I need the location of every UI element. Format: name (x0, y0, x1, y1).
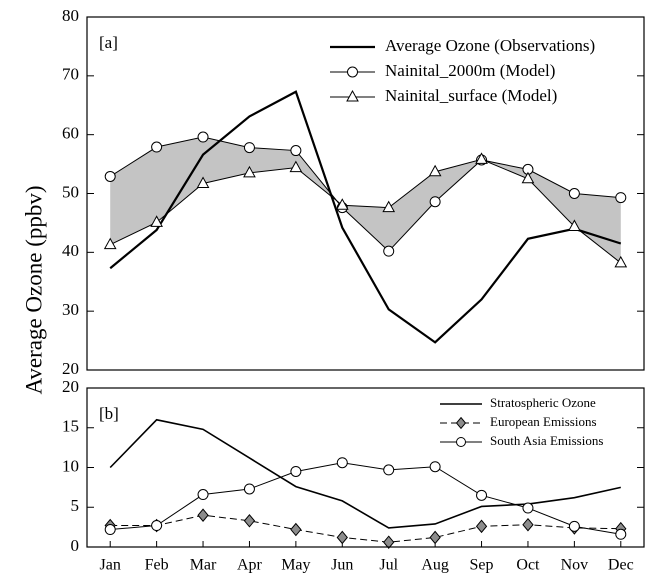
marker (196, 176, 210, 188)
marker (522, 517, 534, 532)
y-tick-label: 30 (62, 300, 79, 319)
y-tick-label: 70 (62, 65, 79, 84)
legend-label: Average Ozone (Observations) (385, 36, 595, 55)
marker (104, 170, 116, 182)
legend-label: European Emissions (490, 414, 597, 429)
y-tick-label: 20 (62, 359, 79, 378)
marker (568, 219, 581, 231)
marker (151, 520, 163, 532)
legend-label: South Asia Emissions (490, 433, 603, 448)
marker (243, 165, 256, 178)
y-tick-label: 20 (62, 377, 79, 396)
marker (197, 131, 209, 143)
y-axis-label: Average Ozone (ppbv) (21, 185, 46, 394)
marker (197, 508, 209, 522)
legend-label: Nainital_2000m (Model) (385, 61, 555, 80)
y-tick-label: 40 (62, 241, 79, 260)
plot-frame (86, 387, 645, 548)
marker (476, 489, 488, 501)
marker (243, 483, 255, 495)
marker (382, 200, 396, 213)
marker (150, 215, 163, 227)
y-tick-label: 80 (62, 6, 79, 25)
plot-frame (86, 16, 645, 371)
marker (615, 192, 627, 204)
x-tick-label: Aug (421, 557, 449, 574)
x-tick-label: Feb (145, 557, 169, 574)
marker (614, 255, 628, 268)
x-tick-label: Apr (237, 557, 263, 574)
marker (103, 237, 117, 250)
series-line (109, 158, 622, 264)
x-tick-label: Dec (608, 557, 634, 574)
y-tick-label: 60 (62, 124, 79, 143)
marker (475, 152, 488, 164)
marker (568, 520, 580, 532)
marker (475, 519, 488, 534)
x-tick-label: Sep (470, 557, 494, 574)
series-line (109, 136, 621, 252)
panel-label: [a] (99, 33, 118, 52)
series-line (109, 418, 621, 529)
marker (104, 524, 116, 536)
marker (428, 164, 442, 177)
x-tick-label: Jan (100, 557, 121, 574)
marker (151, 141, 163, 153)
marker (383, 464, 395, 476)
marker (429, 196, 441, 208)
x-tick-label: Jul (379, 557, 398, 574)
marker (290, 145, 302, 157)
marker (522, 502, 534, 514)
marker (521, 171, 535, 184)
y-tick-label: 0 (71, 536, 80, 555)
marker (615, 528, 627, 540)
panel-label: [b] (99, 404, 119, 423)
marker (290, 465, 302, 477)
marker (243, 513, 256, 528)
series-line (110, 462, 621, 535)
marker (243, 142, 255, 154)
marker (197, 489, 209, 501)
marker (347, 66, 358, 78)
marker (290, 522, 302, 537)
marker (429, 461, 441, 473)
marker (335, 198, 349, 210)
x-tick-label: May (281, 557, 310, 574)
y-tick-label: 15 (62, 417, 79, 436)
marker (289, 160, 303, 173)
marker (455, 416, 467, 430)
series-line (109, 90, 622, 344)
marker (336, 530, 348, 545)
y-tick-label: 10 (62, 456, 79, 475)
legend-label: Nainital_surface (Model) (385, 86, 557, 105)
marker (346, 89, 359, 102)
series-line (110, 514, 621, 543)
y-tick-label: 50 (62, 182, 79, 201)
marker (429, 530, 441, 545)
x-tick-label: Jun (331, 557, 353, 574)
legend-label: Stratospheric Ozone (490, 395, 596, 410)
y-tick-label: 5 (71, 496, 80, 515)
x-tick-label: Nov (561, 557, 589, 574)
x-tick-label: Oct (516, 557, 540, 574)
marker (336, 457, 348, 469)
marker (383, 245, 395, 257)
marker (383, 535, 395, 550)
marker (456, 437, 466, 447)
x-tick-label: Mar (190, 557, 217, 574)
shaded-area (110, 137, 621, 263)
marker (568, 188, 580, 199)
